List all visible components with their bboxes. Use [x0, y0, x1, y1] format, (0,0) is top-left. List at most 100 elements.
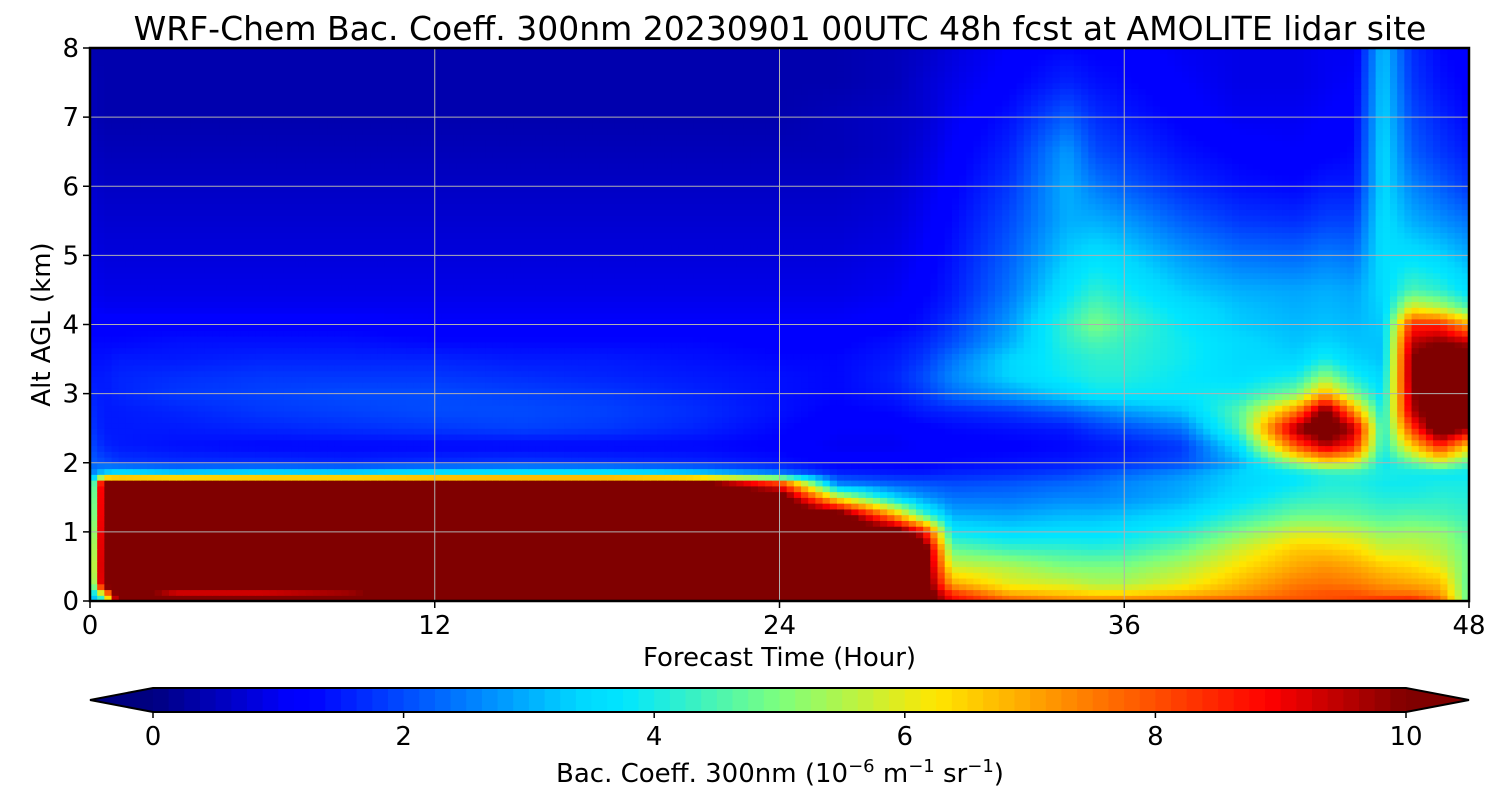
heatmap-cell: [679, 584, 687, 590]
heatmap-cell: [327, 555, 335, 561]
heatmap-cell: [1261, 469, 1269, 475]
heatmap-cell: [1210, 451, 1218, 457]
heatmap-cell: [1261, 584, 1269, 590]
heatmap-cell: [665, 572, 673, 578]
heatmap-cell: [765, 515, 773, 521]
heatmap-cell: [313, 549, 321, 555]
heatmap-cell: [909, 584, 917, 590]
heatmap-cell: [1017, 509, 1025, 515]
heatmap-cell: [363, 503, 371, 509]
heatmap-cell: [428, 578, 436, 584]
heatmap-cell: [894, 538, 902, 544]
heatmap-cell: [851, 492, 859, 498]
heatmap-cell: [1254, 538, 1262, 544]
heatmap-cell: [1246, 463, 1254, 469]
heatmap-cell: [1447, 463, 1455, 469]
heatmap-cell: [1239, 543, 1247, 549]
heatmap-cell: [614, 572, 622, 578]
heatmap-cell: [894, 561, 902, 567]
heatmap-cell: [801, 572, 809, 578]
heatmap-cell: [1117, 497, 1125, 503]
heatmap-cell: [1397, 463, 1405, 469]
heatmap-cell: [1289, 515, 1297, 521]
heatmap-cell: [97, 486, 105, 492]
heatmap-cell: [1024, 486, 1032, 492]
heatmap-cell: [349, 469, 357, 475]
heatmap-cell: [428, 463, 436, 469]
heatmap-cell: [1447, 561, 1455, 567]
heatmap-cell: [1182, 561, 1190, 567]
heatmap-cell: [1124, 497, 1132, 503]
heatmap-cell: [945, 463, 953, 469]
heatmap-cell: [270, 561, 278, 567]
heatmap-cell: [1261, 463, 1269, 469]
heatmap-cell: [837, 572, 845, 578]
heatmap-cell: [291, 486, 299, 492]
heatmap-cell: [1045, 503, 1053, 509]
heatmap-cell: [643, 463, 651, 469]
heatmap-cell: [801, 503, 809, 509]
heatmap-cell: [959, 515, 967, 521]
heatmap-cell: [1397, 532, 1405, 538]
heatmap-cell: [1182, 549, 1190, 555]
heatmap-cell: [959, 572, 967, 578]
heatmap-cell: [241, 538, 249, 544]
heatmap-cell: [1354, 532, 1362, 538]
heatmap-cell: [1419, 480, 1427, 486]
heatmap-cell: [406, 584, 414, 590]
heatmap-cell: [1232, 572, 1240, 578]
heatmap-cell: [966, 549, 974, 555]
heatmap-cell: [945, 561, 953, 567]
heatmap-cell: [866, 578, 874, 584]
heatmap-cell: [578, 561, 586, 567]
heatmap-cell: [1390, 451, 1398, 457]
heatmap-cell: [341, 566, 349, 572]
heatmap-cell: [1060, 532, 1068, 538]
heatmap-cell: [672, 469, 680, 475]
heatmap-cell: [902, 503, 910, 509]
heatmap-cell: [535, 492, 543, 498]
heatmap-cell: [1455, 566, 1463, 572]
heatmap-cell: [1196, 515, 1204, 521]
heatmap-cell: [349, 492, 357, 498]
heatmap-cell: [542, 469, 550, 475]
heatmap-cell: [1045, 538, 1053, 544]
heatmap-cell: [686, 469, 694, 475]
heatmap-cell: [234, 532, 242, 538]
heatmap-cell: [1318, 578, 1326, 584]
heatmap-cell: [248, 503, 256, 509]
heatmap-cell: [1182, 566, 1190, 572]
heatmap-cell: [751, 532, 759, 538]
heatmap-cell: [413, 497, 421, 503]
heatmap-cell: [1210, 515, 1218, 521]
heatmap-cell: [1124, 480, 1132, 486]
heatmap-cell: [248, 543, 256, 549]
heatmap-cell: [679, 515, 687, 521]
heatmap-cell: [291, 515, 299, 521]
heatmap-cell: [578, 509, 586, 515]
heatmap-cell: [456, 520, 464, 526]
heatmap-cell: [377, 578, 385, 584]
heatmap-cell: [1397, 589, 1405, 595]
heatmap-cell: [112, 549, 120, 555]
heatmap-cell: [1246, 561, 1254, 567]
heatmap-cell: [916, 515, 924, 521]
heatmap-cell: [1017, 474, 1025, 480]
heatmap-cell: [1282, 538, 1290, 544]
heatmap-cell: [277, 543, 285, 549]
heatmap-cell: [334, 584, 342, 590]
heatmap-cell: [621, 589, 629, 595]
heatmap-cell: [844, 543, 852, 549]
heatmap-cell: [887, 492, 895, 498]
heatmap-cell: [1146, 492, 1154, 498]
heatmap-cell: [1153, 532, 1161, 538]
heatmap-cell: [657, 549, 665, 555]
heatmap-cell: [578, 578, 586, 584]
heatmap-cell: [880, 451, 888, 457]
heatmap-cell: [1239, 509, 1247, 515]
heatmap-cell: [744, 520, 752, 526]
heatmap-cell: [535, 515, 543, 521]
heatmap-cell: [1311, 515, 1319, 521]
heatmap-cell: [844, 566, 852, 572]
heatmap-cell: [672, 474, 680, 480]
